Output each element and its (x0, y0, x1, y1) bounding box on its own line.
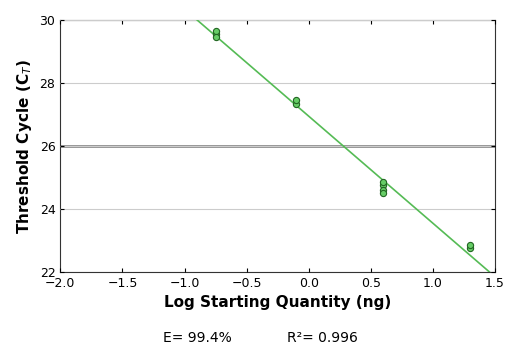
Point (379, 180, 387, 185)
Point (292, 101, 301, 106)
X-axis label: Log Starting Quantity (ng): Log Starting Quantity (ng) (164, 295, 392, 310)
Point (379, 190, 387, 196)
Point (466, 243, 474, 248)
Point (212, 32, 220, 37)
Point (466, 246, 474, 251)
Point (292, 98, 301, 103)
Point (212, 28, 220, 34)
Point (379, 187, 387, 193)
Point (379, 183, 387, 188)
Text: R²= 0.996: R²= 0.996 (287, 331, 358, 345)
Point (212, 35, 220, 40)
Text: E= 99.4%: E= 99.4% (163, 331, 232, 345)
Y-axis label: Threshold Cycle (C$_T$): Threshold Cycle (C$_T$) (15, 58, 34, 233)
